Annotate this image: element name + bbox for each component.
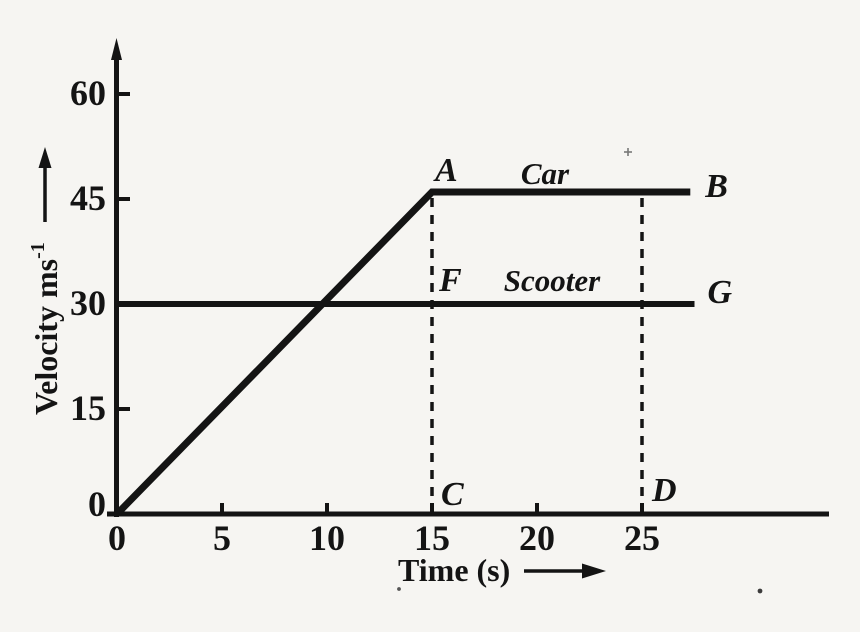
y-axis-title: Velocity ms-1 — [27, 242, 64, 415]
y-axis-title-text: Velocity ms — [28, 259, 64, 415]
x-tick-label-0: 0 — [108, 518, 126, 558]
series-label-scooter: Scooter — [504, 263, 601, 298]
series-label-car: Car — [521, 156, 570, 191]
point-label-c: C — [441, 476, 464, 513]
y-tick-label-30: 30 — [70, 283, 106, 323]
chart-content: 0 5 10 15 20 25 0 15 30 45 60 Car Scooter A B C D F G — [70, 73, 733, 558]
series-line-car — [114, 188, 691, 517]
scan-speck-dot-small — [397, 587, 401, 591]
y-axis-title-superscript: -1 — [27, 242, 49, 259]
x-axis-title: Time (s) — [398, 552, 510, 588]
scan-speck-plus — [624, 148, 632, 156]
x-axis-direction-arrow-head-icon — [582, 563, 606, 579]
y-tick-label-45: 45 — [70, 178, 106, 218]
x-tick-label-15: 15 — [414, 518, 450, 558]
y-tick-label-60: 60 — [70, 73, 106, 113]
point-label-d: D — [651, 472, 677, 509]
x-tick-label-10: 10 — [309, 518, 345, 558]
point-label-a: A — [433, 152, 458, 189]
y-tick-label-15: 15 — [70, 388, 106, 428]
y-axis-direction-arrow-head-icon — [38, 147, 52, 168]
x-tick-label-25: 25 — [624, 518, 660, 558]
x-tick-label-5: 5 — [213, 518, 231, 558]
point-label-b: B — [704, 168, 728, 205]
x-tick-label-20: 20 — [519, 518, 555, 558]
y-tick-label-0: 0 — [88, 484, 106, 524]
y-axis-arrow-head — [111, 38, 122, 60]
point-label-f: F — [438, 262, 462, 299]
point-label-g: G — [708, 274, 733, 311]
scan-speck-dot — [757, 588, 763, 594]
